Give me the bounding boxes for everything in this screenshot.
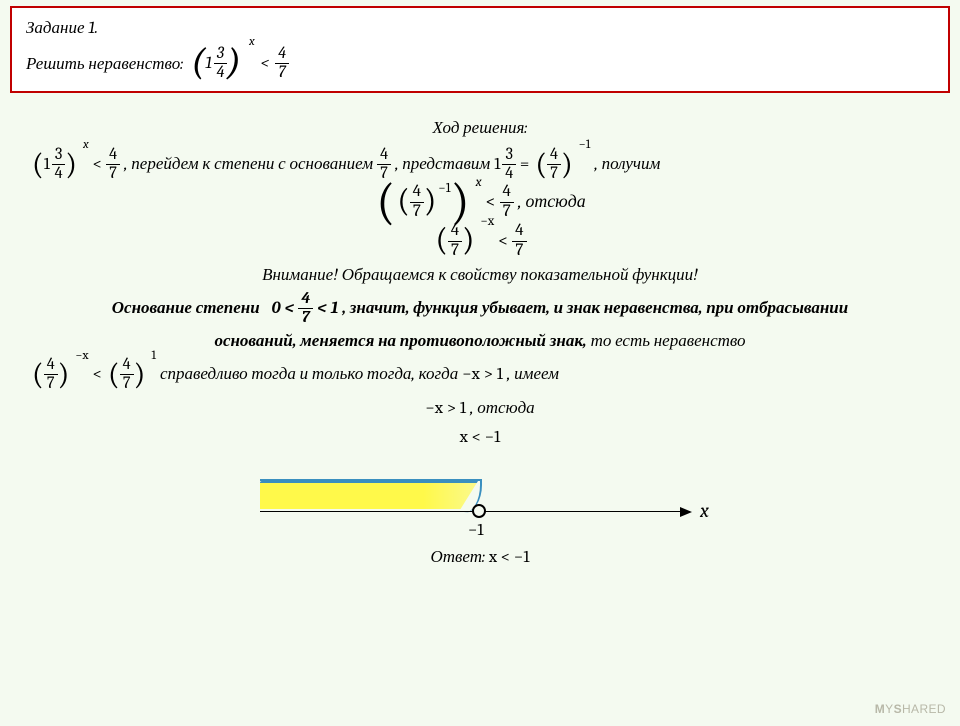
task-exp: x [249,35,255,49]
solution-heading: Ход решения: [0,115,960,142]
region-arc [260,479,482,513]
base-property-line-1: Основание степени 0 < 47 < 1 , значит, ф… [0,291,960,326]
solution-block: Ход решения: 1 34 x < 47 , перейдем к ст… [0,115,960,451]
task-prompt: Решить неравенство: [26,54,183,74]
base-property-line-2: оснований, меняется на противоположный з… [0,328,960,355]
answer: Ответ: x < −1 [0,547,960,567]
result-line-1: −x > 1 , отсюда [0,395,960,422]
task-title: Задание 1. [26,18,934,38]
lt-sign: < [261,54,269,73]
number-line-diagram: −1 x [260,471,700,541]
open-point [472,504,486,518]
task-rhs: 4 7 [275,46,289,81]
solution-line-3: 47 −x < 47 [0,223,960,260]
watermark: MYSHARED [875,702,946,716]
attention: Внимание! Обращаемся к свойству показате… [0,262,960,289]
task-prompt-line: Решить неравенство: 1 3 4 x < 4 7 [26,46,934,81]
point-label: −1 [468,521,484,540]
result-line-2: x < −1 [0,424,960,451]
task-box: Задание 1. Решить неравенство: 1 3 4 x <… [10,6,950,93]
task-base: 1 3 4 [189,46,243,81]
axis-label: x [700,499,709,522]
validity-line: 47 −x < 47 1 справедливо тогда и только … [0,357,960,392]
